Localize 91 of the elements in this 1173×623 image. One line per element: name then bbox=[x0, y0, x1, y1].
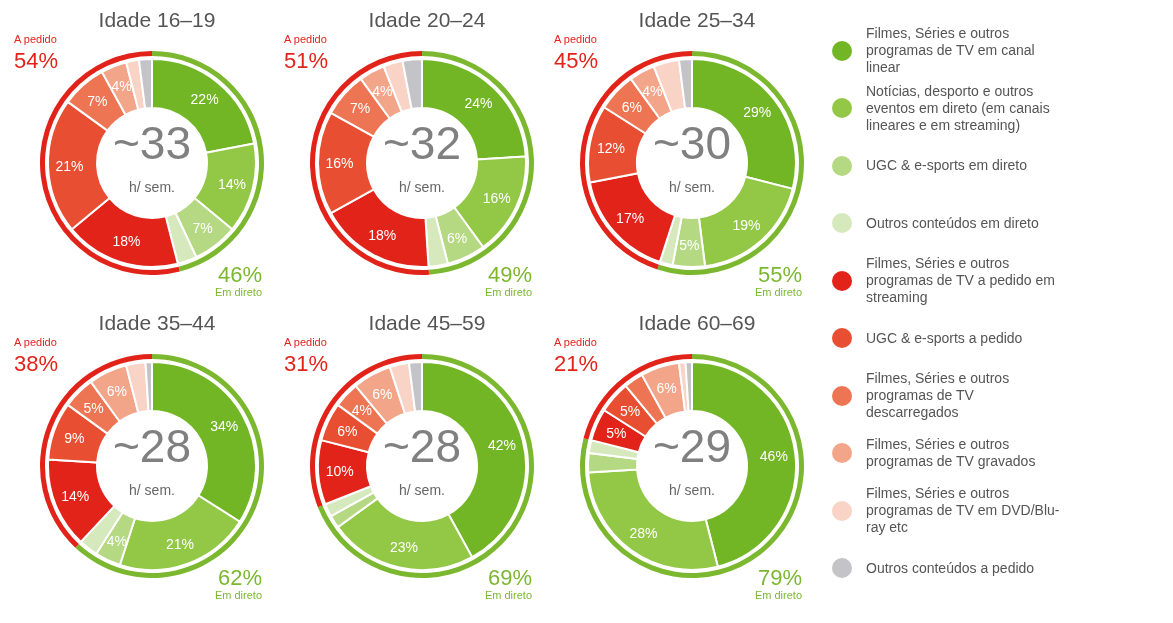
text: h/ sem. bbox=[399, 482, 445, 498]
data-label: 24% bbox=[464, 94, 493, 111]
data-label: 4% bbox=[642, 82, 663, 99]
data-label: 23% bbox=[389, 538, 419, 555]
data-label: 34% bbox=[210, 418, 239, 435]
data-label: 79% bbox=[757, 564, 802, 590]
text: h/ sem. bbox=[669, 179, 715, 195]
legend-label: Filmes, Séries e outros programas de TV gravados bbox=[866, 436, 1037, 471]
data-label: 22% bbox=[190, 91, 219, 108]
data-label: 6% bbox=[106, 383, 127, 400]
chart-title: Idade 25–34 bbox=[638, 8, 756, 31]
legend-label: UGC & e-sports em direto bbox=[866, 157, 1029, 175]
data-label: 18% bbox=[112, 233, 141, 250]
data-label: 6% bbox=[447, 229, 468, 246]
data-label: 18% bbox=[368, 227, 397, 244]
data-label: 45% bbox=[554, 47, 599, 73]
data-label: 28% bbox=[629, 524, 658, 541]
text: ~28 bbox=[382, 420, 462, 472]
chart-title: Idade 16–19 bbox=[98, 8, 216, 31]
data-label: 55% bbox=[757, 261, 802, 287]
slice-label: A pedido bbox=[554, 33, 597, 45]
data-label: 38% bbox=[14, 350, 59, 376]
data-label: 4% bbox=[111, 78, 132, 95]
data-label: 6% bbox=[372, 385, 393, 402]
chart-title: Idade 45–59 bbox=[368, 311, 486, 334]
data-label: 54% bbox=[14, 47, 59, 73]
data-label: 7% bbox=[87, 93, 108, 110]
data-label: 49% bbox=[487, 261, 532, 287]
data-label: 21% bbox=[554, 350, 599, 376]
chart-title: Idade 20–24 bbox=[368, 8, 486, 31]
data-label: 6% bbox=[656, 379, 677, 396]
data-label: 7% bbox=[192, 220, 213, 237]
slice-label: A pedido bbox=[14, 336, 57, 348]
text: ~33 bbox=[112, 117, 192, 169]
data-label: 46% bbox=[759, 447, 788, 464]
slice-label: Em direto bbox=[214, 589, 262, 601]
text: ~29 bbox=[652, 420, 732, 472]
data-label: 16% bbox=[325, 155, 354, 171]
legend-label: Notícias, desporto e outros eventos em direto (em canais lineares e em streaming) bbox=[866, 82, 1051, 134]
data-label: 9% bbox=[64, 430, 85, 447]
slice-label: A pedido bbox=[554, 336, 597, 348]
slice-label: Em direto bbox=[754, 589, 802, 601]
slice-label: Em direto bbox=[484, 286, 532, 298]
data-label: 5% bbox=[83, 399, 104, 416]
chart-title: Idade 60–69 bbox=[638, 311, 756, 334]
legend-label: UGC & e-sports a pedido bbox=[866, 329, 1024, 347]
data-label: 17% bbox=[616, 209, 645, 226]
text: h/ sem. bbox=[669, 482, 715, 498]
legend-label: Filmes, Séries e outros programas de TV descarregados bbox=[866, 370, 1011, 422]
slice-label: Em direto bbox=[484, 589, 532, 601]
data-label: 42% bbox=[487, 437, 516, 454]
slice-label: A pedido bbox=[284, 33, 327, 45]
text: h/ sem. bbox=[399, 179, 445, 195]
data-label: 4% bbox=[372, 82, 393, 99]
data-label: 10% bbox=[325, 463, 354, 480]
legend-label: Outros conteúdos em direto bbox=[866, 214, 1040, 232]
data-label: 12% bbox=[596, 139, 625, 156]
data-label: 29% bbox=[743, 104, 772, 121]
data-label: 7% bbox=[350, 100, 371, 117]
data-label: 46% bbox=[217, 261, 262, 287]
legend-label: Filmes, Séries e outros programas de TV em DVD/Blu-ray etc bbox=[866, 485, 1061, 537]
data-label: 21% bbox=[55, 157, 84, 174]
data-label: 4% bbox=[106, 532, 127, 549]
legend-label: Filmes, Séries e outros programas de TV a pedido em streaming bbox=[866, 255, 1056, 307]
text: h/ sem. bbox=[129, 482, 175, 498]
data-label: 31% bbox=[284, 350, 329, 376]
legend-label: Outros conteúdos a pedido bbox=[866, 559, 1036, 577]
text: ~28 bbox=[112, 420, 192, 472]
text: ~32 bbox=[382, 117, 462, 169]
data-label: 62% bbox=[217, 564, 262, 590]
data-label: 6% bbox=[337, 422, 358, 439]
data-label: 4% bbox=[351, 401, 372, 418]
slice-label: A pedido bbox=[14, 33, 57, 45]
data-label: 69% bbox=[487, 564, 532, 590]
data-label: 14% bbox=[61, 488, 90, 505]
data-label: 21% bbox=[165, 535, 194, 552]
slice-label: Em direto bbox=[214, 286, 262, 298]
legend-label: Filmes, Séries e outros programas de TV em canal linear bbox=[866, 25, 1036, 77]
text: h/ sem. bbox=[129, 179, 175, 195]
data-label: 14% bbox=[217, 175, 246, 192]
data-label: 19% bbox=[732, 216, 761, 233]
data-label: 5% bbox=[679, 237, 700, 254]
slice-label: Em direto bbox=[754, 286, 802, 298]
chart-title: Idade 35–44 bbox=[98, 311, 216, 334]
slice-label: A pedido bbox=[284, 336, 327, 348]
text: ~30 bbox=[652, 117, 732, 169]
data-label: 5% bbox=[606, 425, 627, 442]
data-label: 51% bbox=[284, 47, 329, 73]
data-label: 5% bbox=[620, 403, 641, 420]
data-label: 6% bbox=[621, 98, 642, 115]
data-label: 16% bbox=[482, 190, 511, 207]
